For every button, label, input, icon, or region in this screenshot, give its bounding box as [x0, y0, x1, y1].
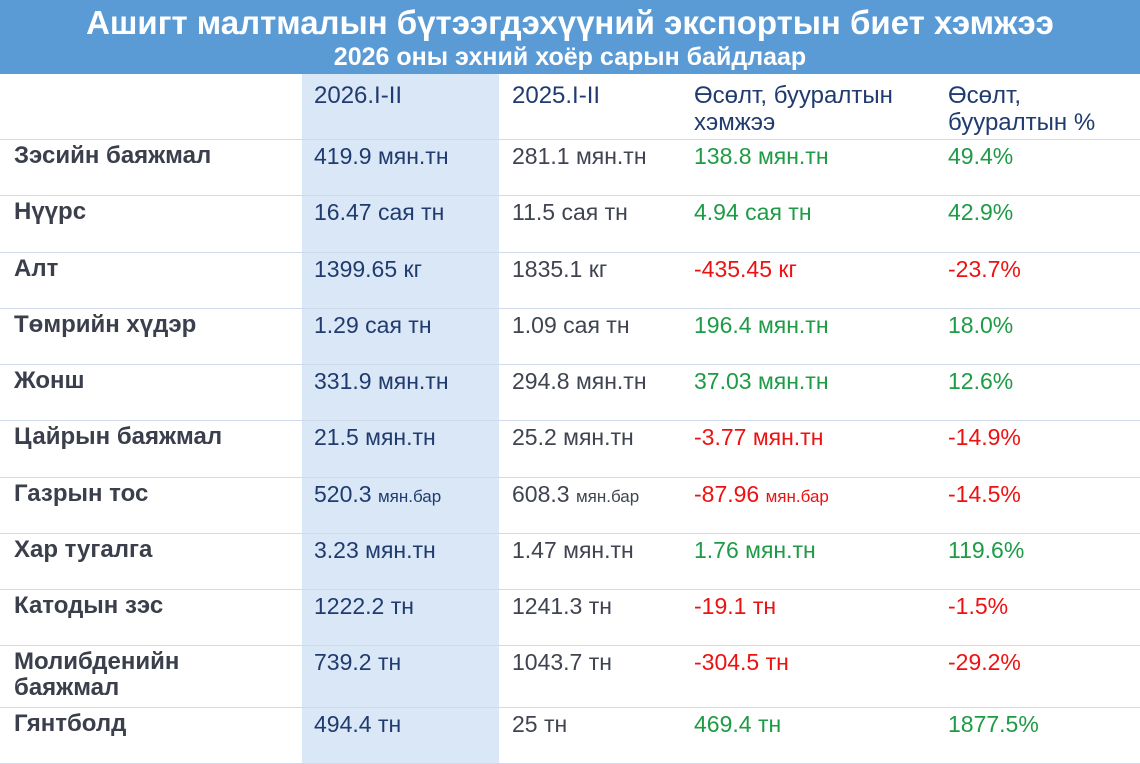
value-change: 469.4 тн: [694, 711, 782, 737]
value-2026: 21.5 мян.тн: [314, 424, 436, 450]
value-change: -435.45 кг: [694, 256, 797, 282]
value-percent: -29.2%: [948, 649, 1021, 675]
row-label: Газрын тос: [14, 480, 149, 507]
row-divider: [0, 589, 1140, 590]
row-label: Төмрийн хүдэр: [14, 311, 197, 338]
row-divider: [0, 477, 1140, 478]
value-2026: 494.4 тн: [314, 711, 402, 737]
value-percent: 18.0%: [948, 312, 1014, 338]
value-2025: 25 тн: [512, 711, 568, 737]
value-change: -19.1 тн: [694, 593, 777, 619]
header-divider: [0, 139, 1140, 140]
value-change: -3.77 мян.тн: [694, 424, 824, 450]
column-header-change: Өсөлт, бууралтын хэмжээ: [694, 82, 893, 136]
row-label: Зэсийн баяжмал: [14, 142, 212, 169]
value-percent: 49.4%: [948, 143, 1014, 169]
value-percent: 42.9%: [948, 199, 1014, 225]
row-divider: [0, 364, 1140, 365]
export-table: 2026.I-II 2025.I-II Өсөлт, бууралтын хэмж…: [0, 74, 1140, 764]
table-title: Ашигт малтмалын бүтээгдэхүүний экспортын…: [86, 4, 1054, 41]
value-change: 37.03 мян.тн: [694, 368, 829, 394]
value-2026: 739.2 тн: [314, 649, 402, 675]
row-label: Нүүрс: [14, 198, 87, 225]
value-2025: 11.5 сая тн: [512, 199, 628, 225]
value-2026: 16.47 сая тн: [314, 199, 445, 225]
value-percent: 119.6%: [948, 537, 1025, 563]
value-change: 138.8 мян.тн: [694, 143, 829, 169]
value-2025: 1.09 сая тн: [512, 312, 630, 338]
value-percent: 1877.5%: [948, 711, 1039, 737]
row-divider: [0, 420, 1140, 421]
highlighted-column-2026: [302, 74, 499, 764]
value-percent: -1.5%: [948, 593, 1009, 619]
table-subtitle: 2026 оны эхний хоёр сарын байдлаар: [333, 43, 807, 71]
column-header-2025: 2025.I-II: [512, 82, 601, 109]
column-header-2026: 2026.I-II: [314, 82, 403, 109]
row-label: Хар тугалга: [14, 536, 153, 563]
row-label: Жонш: [14, 367, 85, 394]
value-percent: -14.5%: [948, 481, 1021, 507]
row-label: Цайрын баяжмал: [14, 423, 223, 450]
value-2026: 419.9 мян.тн: [314, 143, 449, 169]
row-divider: [0, 707, 1140, 708]
value-2026: 3.23 мян.тн: [314, 537, 436, 563]
row-label: Гянтболд: [14, 710, 127, 737]
value-2026: 331.9 мян.тн: [314, 368, 449, 394]
value-2025: 1.47 мян.тн: [512, 537, 634, 563]
value-change: 196.4 мян.тн: [694, 312, 829, 338]
value-2026: 520.3 мян.бар: [314, 481, 442, 507]
row-divider: [0, 252, 1140, 253]
value-change: -304.5 тн: [694, 649, 789, 675]
value-2026: 1.29 сая тн: [314, 312, 432, 338]
value-2025: 25.2 мян.тн: [512, 424, 634, 450]
value-2025: 1043.7 тн: [512, 649, 612, 675]
row-divider: [0, 533, 1140, 534]
row-label: Алт: [14, 255, 59, 282]
value-change: 4.94 сая тн: [694, 199, 812, 225]
value-change: 1.76 мян.тн: [694, 537, 816, 563]
value-percent: -23.7%: [948, 256, 1021, 282]
value-2025: 281.1 мян.тн: [512, 143, 647, 169]
value-2025: 608.3 мян.бар: [512, 481, 640, 507]
value-2025: 294.8 мян.тн: [512, 368, 647, 394]
value-change: -87.96 мян.бар: [694, 481, 829, 507]
value-2025: 1835.1 кг: [512, 256, 608, 282]
row-label: Катодын зэс: [14, 592, 164, 619]
value-2026: 1222.2 тн: [314, 593, 414, 619]
value-2026: 1399.65 кг: [314, 256, 422, 282]
value-2025: 1241.3 тн: [512, 593, 612, 619]
row-divider: [0, 195, 1140, 196]
table-header-banner: Ашигт малтмалын бүтээгдэхүүний экспортын…: [0, 0, 1140, 74]
value-percent: -14.9%: [948, 424, 1021, 450]
value-percent: 12.6%: [948, 368, 1014, 394]
row-divider: [0, 645, 1140, 646]
row-divider: [0, 308, 1140, 309]
row-label: Молибденийн баяжмал: [14, 648, 180, 701]
column-header-percent: Өсөлт, бууралтын %: [948, 82, 1096, 136]
